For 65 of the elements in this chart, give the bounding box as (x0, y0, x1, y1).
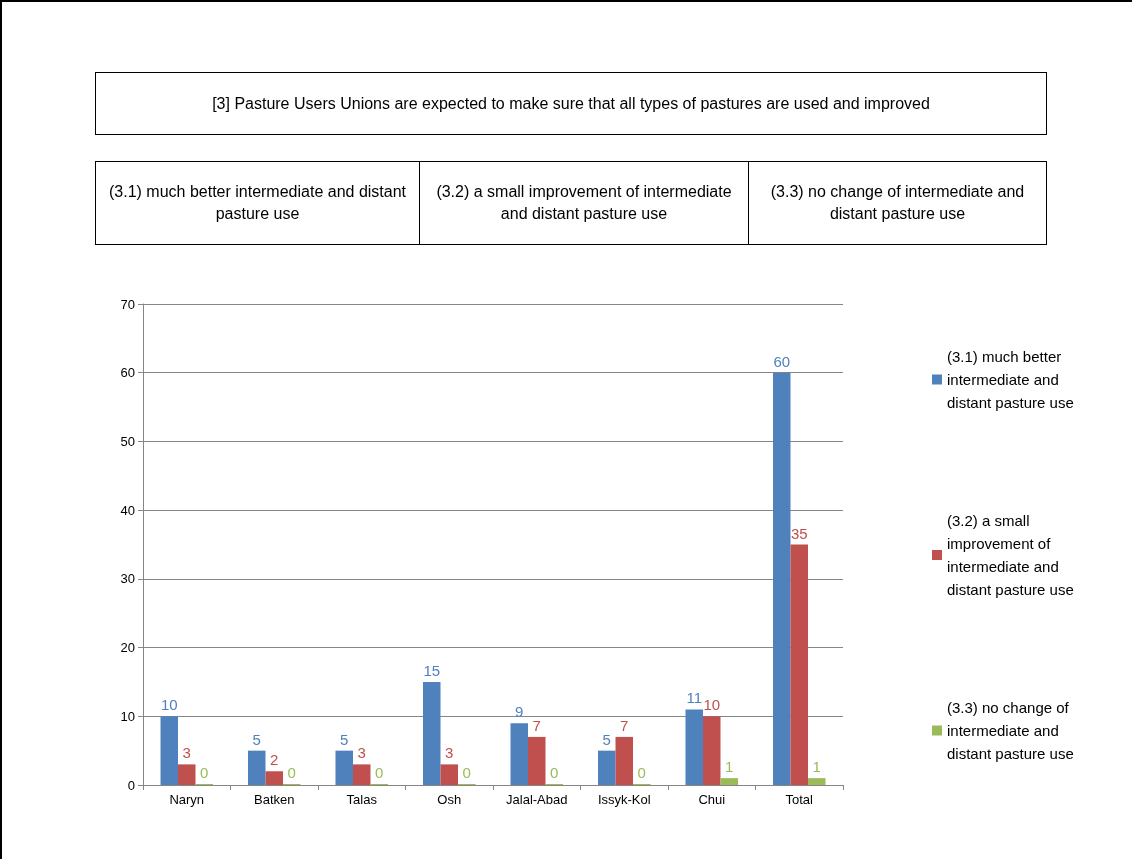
bar (335, 750, 353, 785)
y-tick-label: 20 (120, 640, 135, 656)
data-label: 7 (620, 716, 629, 734)
bar (685, 709, 703, 785)
x-tick-label: Talas (346, 792, 378, 807)
data-label: 0 (375, 764, 384, 781)
x-tick-label: Jalal-Abad (506, 792, 568, 807)
data-label: 0 (462, 764, 471, 781)
legend-label: (3.1) much better intermediate and distant pasture use (947, 348, 1074, 411)
bar (353, 764, 371, 785)
data-label: 60 (773, 352, 791, 370)
data-label: 15 (423, 661, 441, 679)
bar (440, 764, 458, 785)
bar (720, 778, 738, 785)
y-tick-label: 60 (120, 365, 135, 381)
bar (615, 736, 633, 785)
x-tick-label: Osh (437, 792, 462, 807)
bar (265, 771, 283, 785)
x-tick-label: Issyk-Kol (597, 792, 651, 807)
y-tick-label: 10 (120, 708, 135, 724)
data-label: 1 (725, 758, 734, 776)
text: (3.3) no change of intermediate and distant pasture use (748, 161, 1047, 245)
text: (3.1) much better intermediate and distant pasture use (95, 161, 420, 245)
y-tick-label: 40 (120, 502, 135, 518)
x-tick-label: Chui (698, 792, 726, 807)
y-tick-label: 0 (127, 777, 135, 793)
bar (808, 778, 826, 785)
legend-label: (3.3) no change of intermediate and distant pasture use (947, 699, 1074, 762)
data-label: 1 (812, 758, 821, 776)
bar (160, 716, 178, 785)
bar (178, 764, 196, 785)
bar (790, 544, 808, 785)
data-label: 5 (340, 730, 349, 748)
data-label: 0 (287, 764, 296, 781)
bar (248, 750, 266, 785)
data-label: 0 (550, 764, 559, 781)
x-tick-label: Total (785, 792, 814, 807)
bar (510, 723, 528, 785)
data-label: 3 (182, 744, 191, 762)
data-label: 5 (602, 730, 611, 748)
chart-title: [3] Pasture Users Unions are expected to make sure that all types of pastures are used and improved (95, 72, 1047, 135)
y-tick-label: 30 (120, 571, 135, 587)
text: (3.2) a small improvement of intermediate and distant pasture use (419, 161, 749, 245)
data-label: 3 (445, 744, 454, 762)
data-label: 0 (637, 764, 646, 781)
bar (773, 372, 791, 785)
bar (703, 716, 721, 785)
y-tick-label: 50 (120, 433, 135, 449)
legend-label: (3.2) a small improvement of intermediate and distant pasture use (947, 512, 1074, 598)
data-label: 5 (252, 730, 261, 748)
data-label: 0 (200, 764, 209, 781)
bar (423, 681, 441, 785)
data-label: 9 (515, 703, 524, 721)
data-label: 10 (703, 696, 721, 714)
data-label: 11 (686, 689, 703, 707)
data-label: 3 (357, 744, 366, 762)
y-tick-label: 70 (120, 296, 135, 312)
bar (598, 750, 616, 785)
x-tick-label: Naryn (169, 792, 205, 807)
data-label: 10 (160, 696, 178, 714)
data-label: 7 (532, 716, 541, 734)
data-label: 2 (270, 751, 279, 769)
data-label: 35 (790, 524, 808, 542)
x-tick-label: Batken (254, 792, 295, 807)
bar (528, 736, 546, 785)
